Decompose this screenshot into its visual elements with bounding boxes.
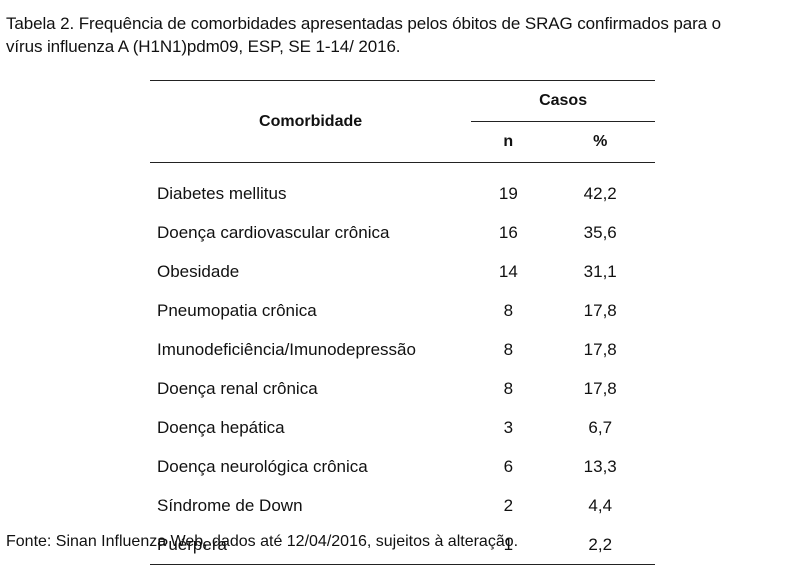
cell-count: 16 xyxy=(498,222,518,242)
comorbidity-table: Comorbidade Casos n % Diabetes mellitus … xyxy=(150,80,655,565)
cell-count: 14 xyxy=(498,261,518,281)
cell-count: 8 xyxy=(503,339,514,359)
cell-percent: 17,8 xyxy=(583,378,617,398)
column-header-percent: % xyxy=(545,121,655,163)
cell-comorbidity-name: Doença cardiovascular crônica xyxy=(157,222,390,242)
cell-percent: 4,4 xyxy=(588,495,613,515)
cell-count: 2 xyxy=(503,495,514,515)
cell-count: 8 xyxy=(503,300,514,320)
cell-percent: 2,2 xyxy=(545,525,655,565)
table-row: Pneumopatia crônica 8 17,8 xyxy=(150,291,655,330)
column-header-casos: Casos xyxy=(471,80,655,122)
comorbidity-table-container: Comorbidade Casos n % Diabetes mellitus … xyxy=(150,80,655,565)
header-row-2: n % xyxy=(150,121,655,163)
cell-percent: 42,2 xyxy=(583,183,617,203)
table-row: Doença cardiovascular crônica 16 35,6 xyxy=(150,213,655,252)
cell-comorbidity-name: Imunodeficiência/Imunodepressão xyxy=(157,339,416,359)
caption-line-1: Tabela 2. Frequência de comorbidades apr… xyxy=(6,14,721,33)
cell-percent: 35,6 xyxy=(583,222,617,242)
cell-comorbidity-name: Puérpera xyxy=(150,525,472,565)
table-row: Doença renal crônica 8 17,8 xyxy=(150,369,655,408)
cell-count: 3 xyxy=(503,417,514,437)
cell-comorbidity-name: Diabetes mellitus xyxy=(157,183,287,203)
cell-percent: 17,8 xyxy=(583,339,617,359)
source-note: Fonte: Sinan Influenza Web, dados até 12… xyxy=(6,533,519,550)
cell-comorbidity-name: Doença hepática xyxy=(157,417,285,437)
table-row: Doença neurológica crônica 6 13,3 xyxy=(150,447,655,486)
table-row: Puérpera 1 2,2 xyxy=(150,525,655,565)
cell-comorbidity-name: Pneumopatia crônica xyxy=(157,300,317,320)
cell-comorbidity-name: Doença renal crônica xyxy=(157,378,318,398)
table-row: Diabetes mellitus 19 42,2 xyxy=(150,163,655,214)
caption-line-2: vírus influenza A (H1N1)pdm09, ESP, SE 1… xyxy=(6,37,401,56)
table-row: Imunodeficiência/Imunodepressão 8 17,8 xyxy=(150,330,655,369)
table-header: Comorbidade Casos n % xyxy=(150,80,655,163)
header-row-1: Comorbidade Casos xyxy=(150,80,655,163)
cell-comorbidity-name: Obesidade xyxy=(157,261,240,281)
cell-percent: 6,7 xyxy=(588,417,613,437)
column-header-comorbidade: Comorbidade xyxy=(150,80,472,163)
cell-comorbidity-name: Doença neurológica crônica xyxy=(157,456,368,476)
table-row: Obesidade 14 31,1 xyxy=(150,252,655,291)
column-header-n: n xyxy=(471,121,546,163)
cell-percent: 31,1 xyxy=(583,261,617,281)
cell-percent: 17,8 xyxy=(583,300,617,320)
cell-count: 19 xyxy=(498,183,518,203)
table-row: Doença hepática 3 6,7 xyxy=(150,408,655,447)
table-caption: Tabela 2. Frequência de comorbidades apr… xyxy=(6,12,806,58)
cell-count: 6 xyxy=(503,456,514,476)
cell-count: 1 xyxy=(471,525,546,565)
cell-count: 8 xyxy=(503,378,514,398)
table-row: Síndrome de Down 2 4,4 xyxy=(150,486,655,525)
cell-comorbidity-name: Síndrome de Down xyxy=(157,495,303,515)
cell-percent: 13,3 xyxy=(583,456,617,476)
table-body: Diabetes mellitus 19 42,2 Doença cardiov… xyxy=(150,163,655,565)
